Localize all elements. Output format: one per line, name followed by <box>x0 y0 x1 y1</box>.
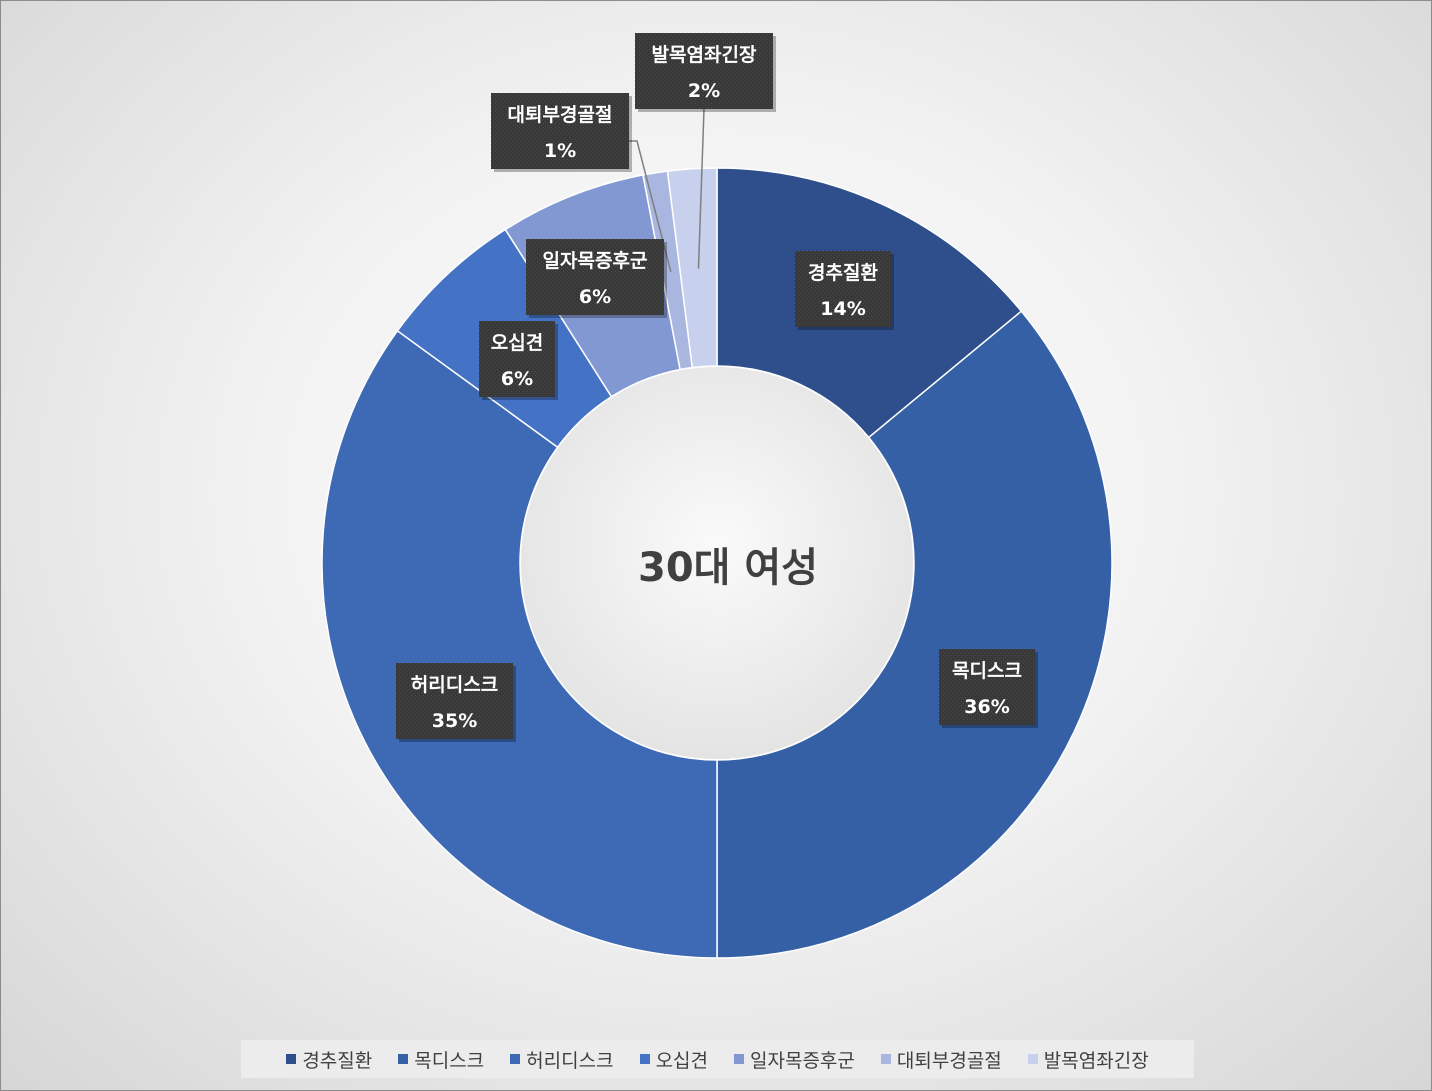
data-label-3: 허리디스크 35% <box>396 663 516 742</box>
data-label-7: 발목염좌긴장 2% <box>635 33 776 112</box>
leader-line-6 <box>627 140 672 272</box>
legend-label: 허리디스크 <box>526 1049 614 1072</box>
chart-legend: 경추질환 목디스크 허리디스크 오십견 일자목증후군 대퇴부경골절 발목염좌긴장 <box>241 1040 1194 1078</box>
legend-label: 오십견 <box>655 1049 709 1072</box>
label-category: 오십견 <box>491 332 543 354</box>
label-value: 6% <box>579 286 611 308</box>
legend-item-7: 발목염좌긴장 <box>1027 1046 1149 1073</box>
data-label-5: 일자목증후군 6% <box>526 239 667 318</box>
donut-chart: 경추질환 14% 목디스크 36% 허리디스크 35% 오십견 6% 일자목증후군 6% 대퇴부경골… <box>321 33 1113 959</box>
label-category: 허리디스크 <box>411 674 498 696</box>
label-category: 경추질환 <box>808 262 878 284</box>
data-label-1: 경추질환 14% <box>795 251 894 330</box>
slices-group <box>321 167 1113 959</box>
label-box <box>526 239 664 315</box>
legend-label: 일자목증후군 <box>750 1049 855 1072</box>
legend-item-6: 대퇴부경골절 <box>880 1046 1002 1073</box>
legend-label: 경추질환 <box>302 1049 373 1072</box>
label-box <box>491 93 629 169</box>
label-box <box>795 251 891 327</box>
legend-label: 대퇴부경골절 <box>896 1049 1002 1072</box>
donut-hole <box>521 367 913 759</box>
label-value: 1% <box>544 140 576 162</box>
legend-swatch <box>398 1054 409 1064</box>
legend-swatch <box>880 1054 891 1064</box>
leader-line-7 <box>697 108 705 269</box>
label-box <box>635 33 773 109</box>
legend-item-3: 허리디스크 <box>510 1046 614 1073</box>
chart-title: 30대 여성 <box>638 545 818 591</box>
label-category: 목디스크 <box>952 660 1022 682</box>
label-value: 14% <box>820 298 865 320</box>
data-label-6: 대퇴부경골절 1% <box>491 93 632 172</box>
legend-swatch <box>734 1054 745 1064</box>
legend-item-1: 경추질환 <box>286 1046 372 1073</box>
label-value: 6% <box>501 368 533 390</box>
slice-2 <box>716 310 1113 959</box>
leader-lines-group <box>627 108 705 272</box>
legend-swatch <box>286 1054 297 1064</box>
legend-item-2: 목디스크 <box>398 1046 484 1073</box>
label-box <box>479 321 555 397</box>
label-value: 2% <box>688 80 720 102</box>
data-label-2: 목디스크 36% <box>939 649 1038 728</box>
label-box <box>939 649 1035 725</box>
legend-swatch <box>639 1054 650 1064</box>
legend-swatch <box>1027 1054 1038 1064</box>
label-box <box>396 663 513 739</box>
legend-label: 목디스크 <box>414 1049 485 1072</box>
legend-item-4: 오십견 <box>639 1046 709 1073</box>
label-category: 대퇴부경골절 <box>508 104 613 126</box>
data-label-4: 오십견 6% <box>479 321 558 400</box>
label-value: 36% <box>964 696 1009 718</box>
legend-label: 발목염좌긴장 <box>1043 1049 1149 1072</box>
slice-3 <box>321 329 718 959</box>
slice-7 <box>666 167 718 369</box>
legend-item-5: 일자목증후군 <box>734 1046 855 1073</box>
label-category: 발목염좌긴장 <box>652 44 757 66</box>
legend-swatch <box>510 1054 521 1064</box>
label-category: 일자목증후군 <box>543 250 648 272</box>
label-value: 35% <box>432 710 477 732</box>
labels-group: 경추질환 14% 목디스크 36% 허리디스크 35% 오십견 6% 일자목증후군 6% 대퇴부경골… <box>396 33 1038 742</box>
